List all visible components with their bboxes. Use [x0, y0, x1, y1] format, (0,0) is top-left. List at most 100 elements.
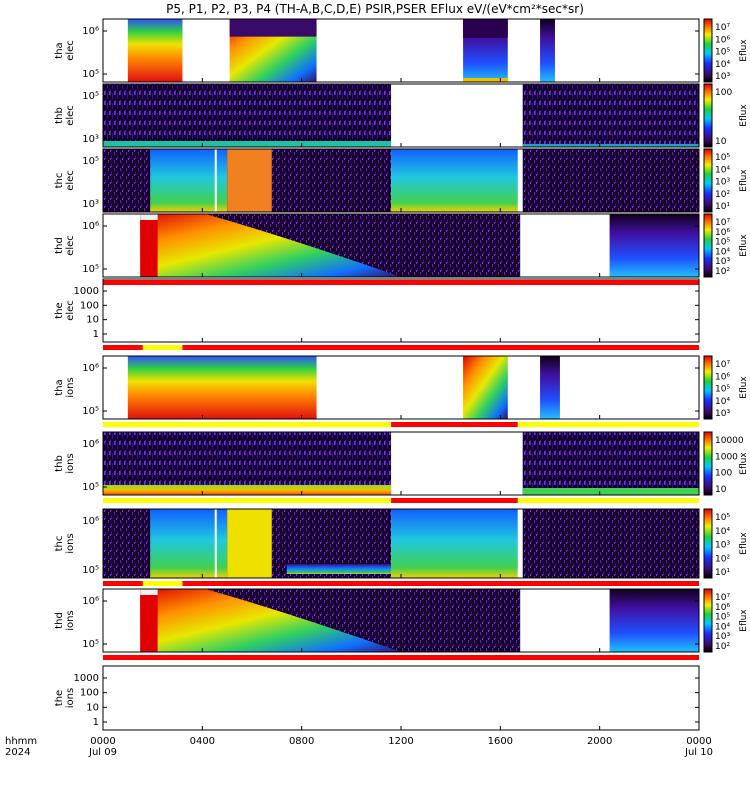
panel-tha-elec-frame: [102, 18, 700, 83]
panel-thb-ions-colorbar-tick: 10: [715, 485, 727, 495]
panel-thd-ions-quality-bar: [103, 655, 699, 660]
panel-tha-elec-segment: [127, 19, 183, 82]
panel-thc-ions-colorbar-tick: 10⁴: [715, 527, 730, 537]
panel-the-elec-ytick: 100: [80, 300, 99, 311]
x-tick-label: 2000: [587, 736, 612, 747]
panel-thd-elec-edge: [140, 220, 158, 277]
panel-thc-elec-colorbar-tick: 10⁴: [715, 165, 730, 175]
panel-thc-ions-quality-flag: [142, 581, 183, 586]
panel-thd-ions-colorbar-label: Eflux: [739, 609, 749, 632]
panel-thc-elec-ytick: 10³: [82, 199, 99, 210]
x-tick-label: 0400: [190, 736, 215, 747]
panel-thc-ions-transition: [271, 509, 287, 578]
panel-tha-elec-ylabel: tha: [54, 42, 65, 58]
panel-tha-elec-colorbar-frame: [703, 18, 713, 83]
panel-thb-ions-colorbar-tick: 100: [715, 469, 732, 479]
panel-thd-ions-colorbar-tick: 10⁷: [715, 593, 730, 603]
panel-thc-elec-colorbar-tick: 10⁵: [715, 153, 730, 163]
panel-tha-ions-ylabel: ions: [65, 377, 76, 397]
panel-tha-ions-colorbar-tick: 10³: [715, 409, 730, 419]
panel-thd-elec-plasma-sheet: [140, 214, 401, 277]
panel-tha-ions-segment: [127, 356, 317, 419]
panel-thd-ions-colorbar-tick: 10³: [715, 632, 730, 642]
panel-thc-ions-ylabel: thc: [54, 536, 65, 552]
panel-thb-elec-segment: [522, 84, 699, 147]
panel-thb-elec-colorbar-tick: 10: [715, 137, 727, 147]
panel-thc-elec-ytick: 10⁵: [82, 156, 99, 167]
panel-the-ions-ytick: 10: [86, 702, 99, 713]
panel-thc-elec-segment: [522, 149, 699, 212]
panel-thc-ions-colorbar: [704, 509, 712, 578]
panel-thc-ions-segment: [391, 509, 518, 578]
panel-tha-elec-colorbar-tick: 10⁴: [715, 60, 730, 70]
panel-tha-elec-ylabel: elec: [65, 40, 76, 61]
panel-thd-elec-colorbar-tick: 10²: [715, 267, 730, 277]
panel-the-ions-ylabel: ions: [65, 688, 76, 708]
panel-thd-ions-colorbar: [704, 589, 712, 652]
panel-thc-ions-colorbar-tick: 10²: [715, 554, 730, 564]
panel-thc-ions-gap: [214, 509, 217, 578]
panel-tha-ions-colorbar-frame: [703, 355, 713, 420]
panel-thd-elec-ylabel: elec: [65, 235, 76, 256]
panel-thd-elec-colorbar-tick: 10⁴: [715, 247, 730, 257]
panel-tha-ions-quality-flag: [391, 422, 518, 427]
panel-thb-ions-segment: [522, 432, 699, 495]
panel-thd-ions-segment: [609, 589, 699, 652]
panel-thb-elec-ylabel: thb: [54, 107, 65, 124]
panel-thc-elec-colorbar-tick: 10¹: [715, 202, 730, 212]
panel-the-elec-ylabel: the: [54, 302, 65, 318]
panel-tha-elec-cap: [463, 19, 508, 38]
panel-tha-ions-colorbar-tick: 10⁷: [715, 360, 730, 370]
x-row-label: hhmm: [5, 736, 37, 747]
panel-thd-ions-ylabel: thd: [54, 612, 65, 629]
x-tick-label: 1200: [388, 736, 413, 747]
panel-thc-ions-ylabel: ions: [65, 533, 76, 553]
panel-tha-ions-colorbar-tick: 10⁶: [715, 372, 730, 382]
panel-thb-ions-low-band: [103, 485, 392, 495]
panel-the-elec-frame: [102, 278, 700, 343]
panel-tha-elec-colorbar-tick: 10⁵: [715, 48, 730, 58]
panel-tha-elec-ytick: 10⁵: [82, 69, 99, 80]
panel-thb-ions-ylabel: ions: [65, 453, 76, 473]
panel-the-elec-quality-bar: [103, 345, 699, 350]
panel-thd-ions-colorbar-tick: 10²: [715, 642, 730, 652]
panel-tha-ions-colorbar-tick: 10⁴: [715, 397, 730, 407]
panel-the-elec-ytick: 1: [93, 329, 99, 340]
panel-thd-elec-colorbar-tick: 10³: [715, 257, 730, 267]
panel-thd-ions-edge: [140, 595, 158, 652]
x-date-label: Jul 10: [684, 747, 713, 758]
panel-thc-elec-colorbar: [704, 149, 712, 212]
panel-thb-elec-ytick: 10³: [82, 134, 99, 145]
panel-the-ions-ytick: 100: [80, 688, 99, 699]
panel-the-ions-ytick: 1000: [74, 673, 99, 684]
panel-thc-ions-colorbar-frame: [703, 508, 713, 579]
panel-tha-elec-ytick: 10⁶: [82, 26, 99, 37]
panel-thb-elec-colorbar-tick: 100: [715, 88, 732, 98]
panel-thd-elec-segment: [609, 214, 699, 277]
panel-thd-ions-ytick: 10⁶: [82, 596, 99, 607]
x-row-label: 2024: [5, 747, 30, 758]
panel-the-elec-ytick: 1000: [74, 286, 99, 297]
panel-tha-elec-colorbar: [704, 19, 712, 82]
x-date-label: Jul 09: [88, 747, 117, 758]
panel-the-elec-quality-flag: [142, 345, 183, 350]
panel-the-elec-ytick: 10: [86, 315, 99, 326]
panel-tha-ions-colorbar-tick: 10⁵: [715, 385, 730, 395]
panel-thb-ions-ytick: 10⁶: [82, 439, 99, 450]
panel-thc-ions-colorbar-tick: 10¹: [715, 568, 730, 578]
panel-the-ions-frame: [102, 665, 700, 731]
panel-thd-ions-colorbar-tick: 10⁶: [715, 603, 730, 613]
figure-title: P5, P1, P2, P3, P4 (TH-A,B,C,D,E) PSIR,P…: [166, 2, 584, 16]
panel-the-elec-ylabel: elec: [65, 300, 76, 321]
panel-thc-elec-ylabel: thc: [54, 173, 65, 189]
panel-tha-elec-colorbar-tick: 10³: [715, 72, 730, 82]
x-tick-label: 1600: [488, 736, 513, 747]
panel-thb-ions-ytick: 10⁵: [82, 482, 99, 493]
panel-thc-ions-colorbar-tick: 10⁵: [715, 513, 730, 523]
panel-tha-elec-colorbar-label: Eflux: [739, 39, 749, 62]
panel-thb-ions-segment: [103, 432, 392, 495]
x-tick-label: 0800: [289, 736, 314, 747]
panel-thb-elec-colorbar-frame: [703, 83, 713, 148]
panel-thd-ions-colorbar-tick: 10⁵: [715, 613, 730, 623]
